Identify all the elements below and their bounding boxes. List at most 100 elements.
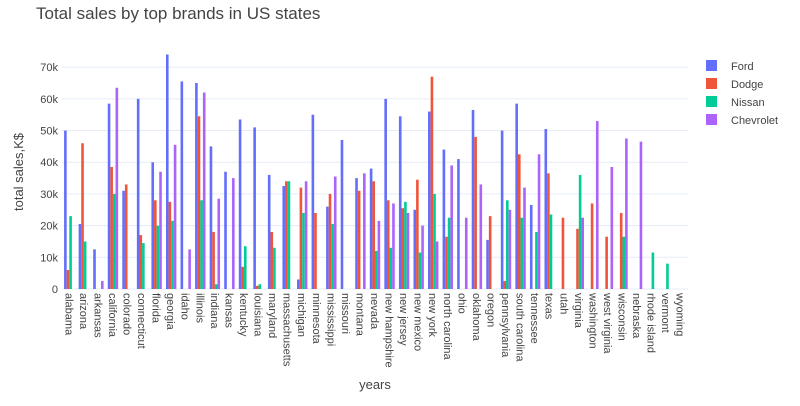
legend-label-dodge[interactable]: Dodge xyxy=(731,79,763,91)
bar-ford-connecticut[interactable] xyxy=(136,98,140,290)
bar-ford-new-jersey[interactable] xyxy=(398,116,402,289)
bar-dodge-kentucky[interactable] xyxy=(241,266,244,289)
bar-dodge-connecticut[interactable] xyxy=(139,235,143,289)
bar-nissan-indiana[interactable] xyxy=(214,284,218,289)
legend-label-nissan[interactable]: Nissan xyxy=(731,97,765,109)
legend[interactable]: Ford Dodge Nissan Chevrolet xyxy=(706,60,778,127)
bar-ford-nevada[interactable] xyxy=(369,168,373,289)
bar-ford-alabama[interactable] xyxy=(64,130,67,289)
bar-chevrolet-ohio[interactable] xyxy=(464,217,468,289)
bar-nissan-mississippi[interactable] xyxy=(331,224,334,289)
bar-chevrolet-illinois[interactable] xyxy=(202,92,206,289)
bar-ford-colorado[interactable] xyxy=(122,190,125,289)
bar-dodge-south-carolina[interactable] xyxy=(517,154,521,289)
bar-chevrolet-south-carolina[interactable] xyxy=(523,187,526,289)
bar-ford-ohio[interactable] xyxy=(457,159,460,289)
bar-chevrolet-idaho[interactable] xyxy=(188,249,191,289)
bar-ford-pennsylvania[interactable] xyxy=(500,130,504,289)
bar-ford-massachusetts[interactable] xyxy=(282,186,286,289)
bar-nissan-north-carolina[interactable] xyxy=(447,217,451,289)
bar-nissan-california[interactable] xyxy=(112,193,116,289)
bar-dodge-utah[interactable] xyxy=(561,217,565,289)
bar-ford-minnesota[interactable] xyxy=(311,114,315,290)
bar-nissan-illinois[interactable] xyxy=(200,200,203,289)
bar-nissan-new-hampshire[interactable] xyxy=(389,247,393,289)
bar-dodge-california[interactable] xyxy=(110,167,113,289)
bar-dodge-arizona[interactable] xyxy=(81,143,84,289)
bar-nissan-tennessee[interactable] xyxy=(535,231,538,289)
bar-dodge-north-carolina[interactable] xyxy=(445,236,448,289)
legend-swatch-dodge[interactable] xyxy=(706,78,717,89)
bar-chevrolet-florida[interactable] xyxy=(159,171,162,289)
bar-nissan-maryland[interactable] xyxy=(273,247,276,289)
bar-dodge-illinois[interactable] xyxy=(197,116,201,289)
legend-swatch-chevrolet[interactable] xyxy=(706,114,717,125)
bar-dodge-texas[interactable] xyxy=(547,173,550,289)
legend-label-ford[interactable]: Ford xyxy=(731,61,754,73)
bar-dodge-michigan[interactable] xyxy=(299,187,303,289)
bar-nissan-texas[interactable] xyxy=(549,214,553,289)
bar-chevrolet-montana[interactable] xyxy=(363,173,366,289)
bar-chevrolet-new-york[interactable] xyxy=(435,241,439,289)
bar-nissan-arizona[interactable] xyxy=(83,241,87,289)
bar-ford-missouri[interactable] xyxy=(340,140,344,289)
bar-ford-indiana[interactable] xyxy=(209,146,213,289)
bar-ford-idaho[interactable] xyxy=(180,81,184,289)
bar-chevrolet-arkansas[interactable] xyxy=(101,281,104,289)
bar-dodge-new-mexico[interactable] xyxy=(416,179,419,289)
bar-dodge-massachusetts[interactable] xyxy=(285,181,288,289)
bar-nissan-massachusetts[interactable] xyxy=(287,181,291,289)
bar-ford-arizona[interactable] xyxy=(78,224,82,289)
bar-chevrolet-california[interactable] xyxy=(115,87,119,289)
bar-ford-arkansas[interactable] xyxy=(93,249,96,289)
bar-chevrolet-north-carolina[interactable] xyxy=(450,165,453,289)
bar-dodge-pennsylvania[interactable] xyxy=(503,281,507,289)
bar-chevrolet-oklahoma[interactable] xyxy=(479,184,483,289)
bar-ford-kansas[interactable] xyxy=(224,171,227,289)
bar-dodge-florida[interactable] xyxy=(154,200,157,289)
bar-chevrolet-wisconsin[interactable] xyxy=(625,138,628,289)
bar-nissan-georgia[interactable] xyxy=(171,220,174,289)
bar-nissan-kentucky[interactable] xyxy=(243,246,247,289)
bar-nissan-virginia[interactable] xyxy=(578,174,582,289)
bar-chevrolet-michigan[interactable] xyxy=(304,181,308,289)
bar-nissan-vermont[interactable] xyxy=(666,263,669,289)
bar-chevrolet-virginia[interactable] xyxy=(581,217,585,289)
bar-chevrolet-pennsylvania[interactable] xyxy=(508,209,512,289)
bar-ford-new-mexico[interactable] xyxy=(413,209,417,289)
bar-dodge-montana[interactable] xyxy=(357,190,361,289)
bar-ford-michigan[interactable] xyxy=(297,279,300,289)
bar-ford-tennessee[interactable] xyxy=(529,205,533,289)
bar-chevrolet-washington[interactable] xyxy=(595,121,599,289)
bar-chevrolet-mississippi[interactable] xyxy=(333,176,337,289)
bar-ford-south-carolina[interactable] xyxy=(515,103,518,290)
bar-nissan-louisiana[interactable] xyxy=(258,284,262,289)
bar-chevrolet-new-jersey[interactable] xyxy=(406,212,410,289)
bar-dodge-maryland[interactable] xyxy=(270,231,274,289)
bar-chevrolet-new-hampshire[interactable] xyxy=(392,203,395,289)
bar-chevrolet-indiana[interactable] xyxy=(217,198,221,289)
bar-dodge-west-virginia[interactable] xyxy=(605,236,608,289)
bar-dodge-mississippi[interactable] xyxy=(328,193,332,289)
bar-ford-montana[interactable] xyxy=(355,178,358,289)
bar-chevrolet-new-mexico[interactable] xyxy=(421,225,424,289)
bar-ford-north-carolina[interactable] xyxy=(442,149,446,289)
bar-chevrolet-georgia[interactable] xyxy=(173,144,177,289)
bar-dodge-minnesota[interactable] xyxy=(314,212,317,289)
bar-dodge-indiana[interactable] xyxy=(212,231,215,289)
bar-ford-new-york[interactable] xyxy=(428,111,431,289)
bar-dodge-oklahoma[interactable] xyxy=(474,136,477,289)
legend-swatch-ford[interactable] xyxy=(706,60,717,71)
bar-nissan-rhode-island[interactable] xyxy=(651,252,655,289)
legend-label-chevrolet[interactable]: Chevrolet xyxy=(731,115,778,127)
bar-ford-illinois[interactable] xyxy=(195,83,198,289)
bar-chevrolet-west-virginia[interactable] xyxy=(610,167,614,289)
bar-ford-new-hampshire[interactable] xyxy=(384,98,387,290)
bar-ford-florida[interactable] xyxy=(151,162,155,289)
bar-ford-louisiana[interactable] xyxy=(253,127,256,289)
bar-nissan-south-carolina[interactable] xyxy=(520,217,524,289)
bar-dodge-new-jersey[interactable] xyxy=(401,208,405,289)
bar-ford-mississippi[interactable] xyxy=(326,206,329,289)
bar-dodge-nevada[interactable] xyxy=(372,181,375,289)
bar-ford-maryland[interactable] xyxy=(267,174,271,289)
